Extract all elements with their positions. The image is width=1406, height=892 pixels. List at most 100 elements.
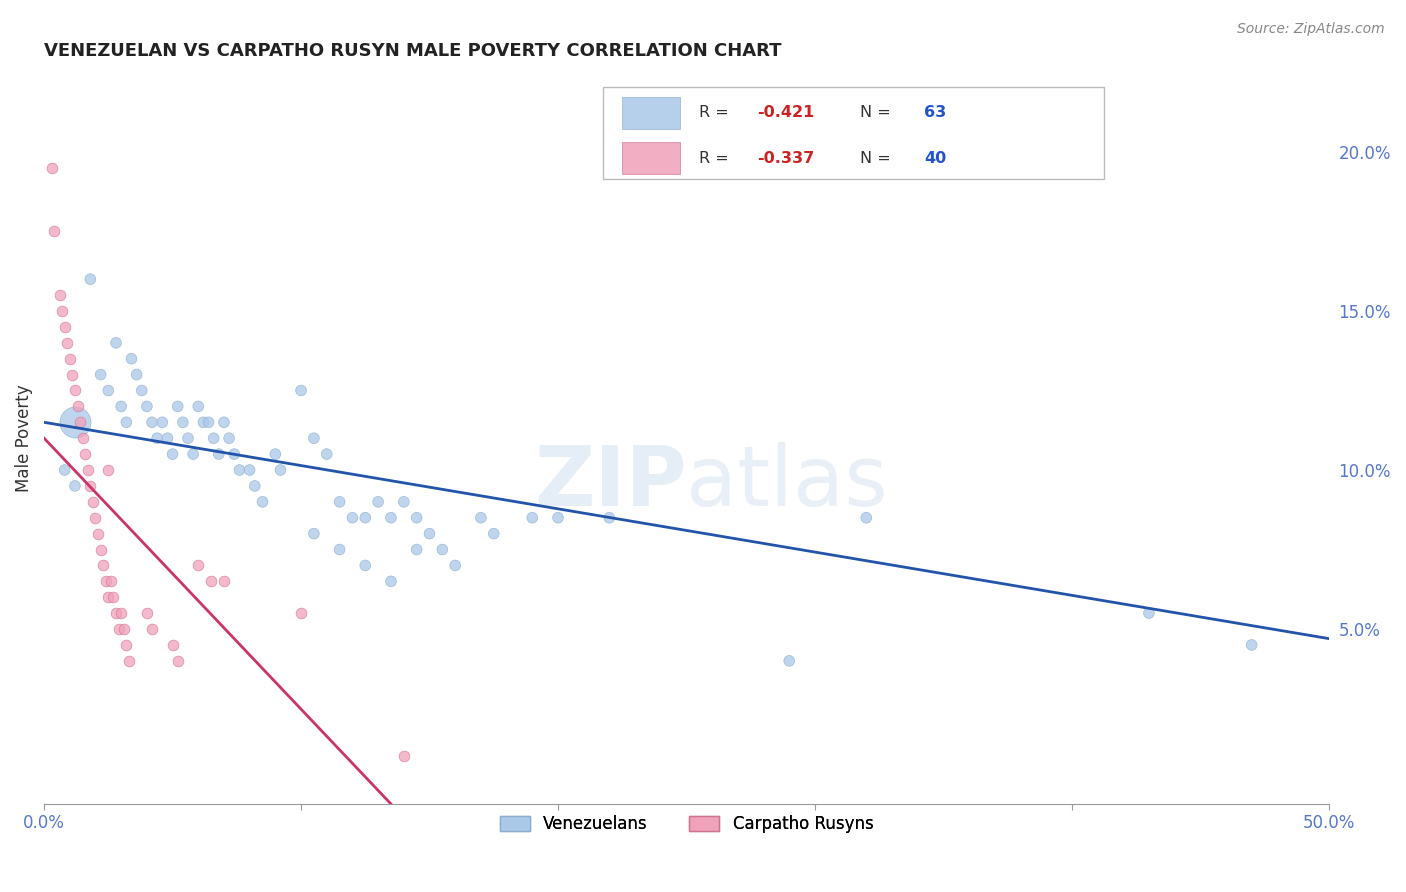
Text: 40: 40 [924,151,946,166]
Point [392,749,415,764]
Point [778,654,800,668]
Point [367,495,389,509]
Point [354,510,377,524]
Point [107,622,129,636]
Point [392,495,415,509]
Point [855,510,877,524]
Point [63,479,86,493]
Text: -0.337: -0.337 [756,151,814,166]
Point [1240,638,1263,652]
Point [63,415,86,429]
Text: N =: N = [860,105,896,120]
Point [59,351,82,366]
Point [121,351,143,366]
Point [342,510,364,524]
Point [131,384,153,398]
Text: N =: N = [860,151,896,166]
Point [329,542,352,557]
Point [547,510,569,524]
Point [97,591,120,605]
Point [329,495,352,509]
Point [200,574,222,589]
Point [48,288,70,302]
Point [115,415,138,429]
Point [444,558,467,573]
Point [100,574,122,589]
Point [239,463,262,477]
Point [76,463,98,477]
Point [66,400,89,414]
Point [212,574,235,589]
Point [290,606,312,620]
Point [51,304,73,318]
Point [405,510,427,524]
Point [315,447,337,461]
Point [162,447,184,461]
Point [56,335,79,350]
FancyBboxPatch shape [603,87,1104,178]
Point [166,400,188,414]
Point [87,526,110,541]
Point [302,526,325,541]
Point [115,638,138,652]
Point [82,495,104,509]
Point [598,510,620,524]
Point [1137,606,1160,620]
Point [243,479,266,493]
Point [110,606,132,620]
Point [302,431,325,445]
Point [470,510,492,524]
Point [264,447,287,461]
Point [105,606,128,620]
Point [166,654,188,668]
Point [91,558,114,573]
Text: atlas: atlas [686,442,889,523]
Point [224,447,246,461]
Point [60,368,83,382]
Point [269,463,291,477]
Point [432,542,454,557]
Point [212,415,235,429]
Point [125,368,148,382]
Point [97,463,120,477]
Point [418,526,440,541]
Point [53,463,76,477]
Point [105,335,128,350]
Point [90,368,112,382]
Point [69,415,91,429]
Point [72,431,94,445]
Point [135,400,157,414]
Point [90,542,112,557]
Point [197,415,219,429]
Text: ZIP: ZIP [534,442,686,523]
Point [522,510,544,524]
Point [112,622,135,636]
Point [187,400,209,414]
Point [53,319,76,334]
Point [290,384,312,398]
Point [252,495,274,509]
Point [44,224,66,238]
Point [146,431,169,445]
Point [141,622,163,636]
Point [482,526,505,541]
Text: R =: R = [699,151,734,166]
Point [405,542,427,557]
Point [380,510,402,524]
Point [172,415,194,429]
Point [193,415,215,429]
Point [187,558,209,573]
Text: R =: R = [699,105,734,120]
Text: -0.421: -0.421 [756,105,814,120]
Point [141,415,163,429]
FancyBboxPatch shape [623,96,681,128]
Point [354,558,377,573]
Text: 63: 63 [924,105,946,120]
Point [228,463,250,477]
Y-axis label: Male Poverty: Male Poverty [15,384,32,492]
Point [177,431,200,445]
Point [208,447,231,461]
Point [63,384,86,398]
Point [94,574,117,589]
Point [41,161,63,175]
